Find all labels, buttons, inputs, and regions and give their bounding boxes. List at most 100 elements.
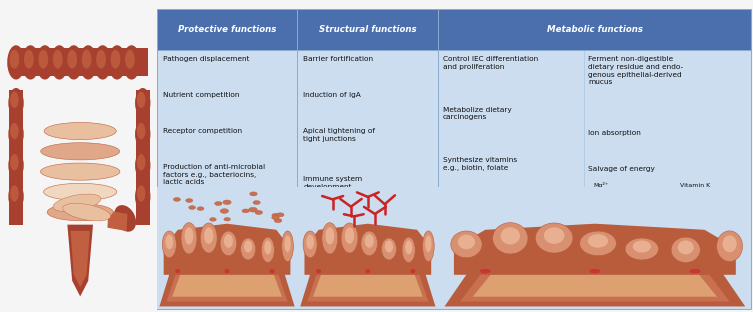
Circle shape bbox=[480, 269, 491, 273]
Ellipse shape bbox=[189, 206, 196, 209]
Circle shape bbox=[137, 123, 145, 139]
Ellipse shape bbox=[325, 227, 334, 245]
Bar bbox=[9, 90, 23, 225]
Ellipse shape bbox=[382, 238, 397, 260]
Ellipse shape bbox=[492, 223, 528, 254]
Ellipse shape bbox=[173, 197, 181, 201]
Ellipse shape bbox=[425, 235, 431, 252]
Polygon shape bbox=[304, 224, 431, 275]
Text: Immune system
development: Immune system development bbox=[303, 176, 363, 190]
Ellipse shape bbox=[402, 237, 415, 262]
Bar bbox=[13, 48, 148, 76]
Ellipse shape bbox=[44, 123, 116, 140]
Circle shape bbox=[125, 50, 135, 69]
Ellipse shape bbox=[272, 213, 279, 217]
Text: Pathogen displacement: Pathogen displacement bbox=[163, 56, 249, 62]
Ellipse shape bbox=[204, 227, 213, 244]
Ellipse shape bbox=[341, 223, 358, 253]
Ellipse shape bbox=[588, 234, 608, 248]
Ellipse shape bbox=[678, 241, 694, 254]
Circle shape bbox=[8, 150, 24, 180]
Bar bbox=[157, 9, 297, 50]
Circle shape bbox=[590, 269, 600, 273]
Ellipse shape bbox=[162, 231, 176, 258]
Polygon shape bbox=[307, 272, 428, 302]
Circle shape bbox=[11, 185, 19, 202]
Circle shape bbox=[224, 269, 230, 273]
Ellipse shape bbox=[62, 203, 111, 221]
Circle shape bbox=[10, 50, 20, 69]
Ellipse shape bbox=[197, 207, 204, 210]
Circle shape bbox=[11, 123, 19, 139]
Ellipse shape bbox=[241, 238, 256, 260]
Ellipse shape bbox=[261, 237, 274, 262]
Text: Metabolize dietary
carcinogens: Metabolize dietary carcinogens bbox=[443, 107, 511, 120]
Ellipse shape bbox=[361, 231, 377, 256]
Ellipse shape bbox=[242, 209, 249, 213]
Ellipse shape bbox=[223, 200, 231, 204]
Ellipse shape bbox=[722, 235, 736, 252]
Polygon shape bbox=[460, 272, 730, 302]
Circle shape bbox=[22, 45, 39, 80]
Ellipse shape bbox=[53, 194, 101, 212]
Ellipse shape bbox=[181, 223, 197, 254]
Ellipse shape bbox=[44, 183, 117, 201]
Ellipse shape bbox=[717, 231, 742, 261]
Circle shape bbox=[38, 50, 48, 69]
Circle shape bbox=[82, 50, 91, 69]
Bar bbox=[136, 90, 150, 225]
Ellipse shape bbox=[220, 231, 236, 256]
Ellipse shape bbox=[47, 204, 113, 221]
Ellipse shape bbox=[405, 241, 413, 254]
Circle shape bbox=[108, 45, 126, 80]
Text: Salvage of energy: Salvage of energy bbox=[588, 166, 655, 172]
Ellipse shape bbox=[385, 241, 393, 252]
Ellipse shape bbox=[282, 231, 294, 261]
Text: Ion absorption: Ion absorption bbox=[588, 130, 641, 136]
Circle shape bbox=[135, 119, 151, 149]
Text: Apical tightening of
tight junctions: Apical tightening of tight junctions bbox=[303, 128, 376, 142]
Circle shape bbox=[36, 45, 53, 80]
Circle shape bbox=[8, 119, 24, 149]
Polygon shape bbox=[300, 270, 435, 306]
Ellipse shape bbox=[224, 234, 233, 248]
Circle shape bbox=[111, 50, 120, 69]
Ellipse shape bbox=[255, 210, 263, 215]
Text: IgA: IgA bbox=[371, 194, 410, 216]
Ellipse shape bbox=[209, 218, 216, 221]
Text: Protective functions: Protective functions bbox=[178, 25, 276, 34]
Ellipse shape bbox=[364, 234, 373, 248]
Circle shape bbox=[410, 269, 416, 273]
Circle shape bbox=[137, 92, 145, 108]
Text: Control IEC differentiation
and proliferation: Control IEC differentiation and prolifer… bbox=[443, 56, 538, 70]
Ellipse shape bbox=[248, 207, 258, 212]
Ellipse shape bbox=[671, 237, 700, 262]
Circle shape bbox=[11, 154, 19, 170]
Text: Barrier fortification: Barrier fortification bbox=[303, 56, 373, 62]
Text: Short-chain
fatty acids: Short-chain fatty acids bbox=[467, 188, 503, 227]
Ellipse shape bbox=[272, 216, 279, 220]
Circle shape bbox=[135, 88, 151, 118]
Ellipse shape bbox=[41, 163, 120, 180]
Ellipse shape bbox=[41, 143, 120, 160]
Ellipse shape bbox=[250, 192, 258, 196]
Ellipse shape bbox=[458, 235, 475, 249]
Bar bbox=[438, 9, 751, 50]
Text: Synthesize vitamins
e.g., biotin, folate: Synthesize vitamins e.g., biotin, folate bbox=[443, 157, 517, 171]
Circle shape bbox=[8, 45, 25, 80]
Circle shape bbox=[135, 182, 151, 212]
Circle shape bbox=[270, 269, 275, 273]
Circle shape bbox=[137, 185, 145, 202]
Polygon shape bbox=[172, 274, 282, 297]
Circle shape bbox=[135, 150, 151, 180]
Ellipse shape bbox=[224, 217, 230, 221]
Circle shape bbox=[79, 45, 97, 80]
Ellipse shape bbox=[544, 227, 565, 244]
Ellipse shape bbox=[535, 223, 573, 253]
Circle shape bbox=[123, 45, 140, 80]
Bar bbox=[157, 9, 751, 309]
Ellipse shape bbox=[264, 241, 272, 254]
Bar bbox=[297, 9, 438, 50]
Text: Nutrient competition: Nutrient competition bbox=[163, 92, 239, 98]
Circle shape bbox=[137, 154, 145, 170]
